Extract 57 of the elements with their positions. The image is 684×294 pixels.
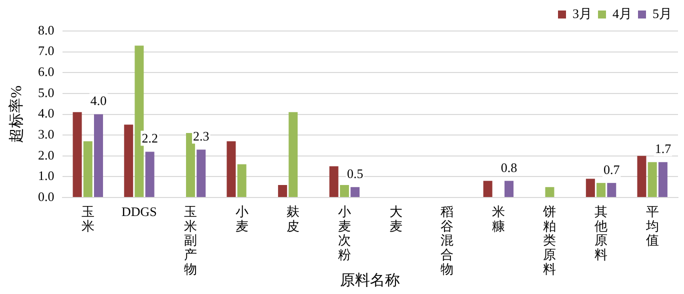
bar	[94, 114, 104, 197]
bar	[124, 124, 134, 197]
bar	[607, 182, 616, 197]
bar	[340, 185, 349, 197]
y-tick-label: 1.0	[38, 168, 54, 184]
bar	[658, 162, 668, 197]
bar	[288, 112, 298, 197]
bar	[483, 180, 492, 197]
y-tick-label: 6.0	[38, 64, 54, 80]
y-tick-label: 5.0	[38, 84, 54, 100]
data-label: 0.8	[500, 160, 518, 175]
bar	[596, 182, 606, 197]
y-axis-title: 超标率%	[8, 86, 25, 143]
x-tick-label: 大麦	[389, 204, 402, 234]
bar	[648, 162, 657, 197]
x-tick-label: 平均值	[644, 204, 659, 248]
legend-label: 5月	[652, 6, 672, 21]
bar	[278, 185, 288, 197]
bar	[237, 164, 246, 197]
x-tick-label: 米糠	[492, 204, 505, 234]
bar	[350, 187, 360, 197]
x-tick-label: 玉米	[81, 204, 94, 234]
bar	[586, 178, 595, 197]
y-tick-label: 7.0	[38, 43, 54, 58]
y-tick-label: 2.0	[38, 147, 54, 162]
bar	[72, 112, 82, 197]
y-tick-label: 4.0	[38, 106, 54, 121]
x-tick-label: 稻谷混合物	[440, 204, 454, 276]
legend-label: 4月	[612, 6, 632, 21]
x-tick-label: 饼粕类原料	[542, 204, 556, 276]
bar	[545, 187, 554, 197]
legend-label: 3月	[572, 6, 592, 21]
data-label: 2.3	[193, 128, 210, 144]
x-tick-label: 小麦次粉	[338, 204, 351, 262]
bar	[637, 156, 646, 197]
bar	[83, 141, 92, 197]
bar	[329, 166, 338, 197]
bar	[226, 141, 236, 197]
data-label: 4.0	[90, 93, 107, 108]
y-tick-label: 8.0	[38, 22, 54, 38]
y-tick-label: 3.0	[38, 126, 54, 142]
x-tick-label: 玉米副产物	[184, 204, 198, 276]
x-axis-title: 原料名称	[340, 272, 400, 289]
bar	[145, 152, 154, 197]
bar	[186, 132, 196, 197]
x-tick-label: DDGS	[122, 204, 157, 220]
x-tick-label: 其他原料	[594, 204, 608, 262]
bar	[196, 150, 206, 197]
y-tick-label: 0.0	[38, 188, 54, 204]
data-label: 1.7	[654, 141, 672, 156]
data-label: 2.2	[142, 130, 158, 146]
data-label: 0.7	[604, 162, 620, 177]
bar	[134, 46, 144, 197]
data-label: 0.5	[346, 166, 364, 182]
bar	[504, 180, 514, 197]
x-tick-label: 麸皮	[286, 204, 300, 234]
x-tick-label: 小麦	[235, 204, 248, 234]
